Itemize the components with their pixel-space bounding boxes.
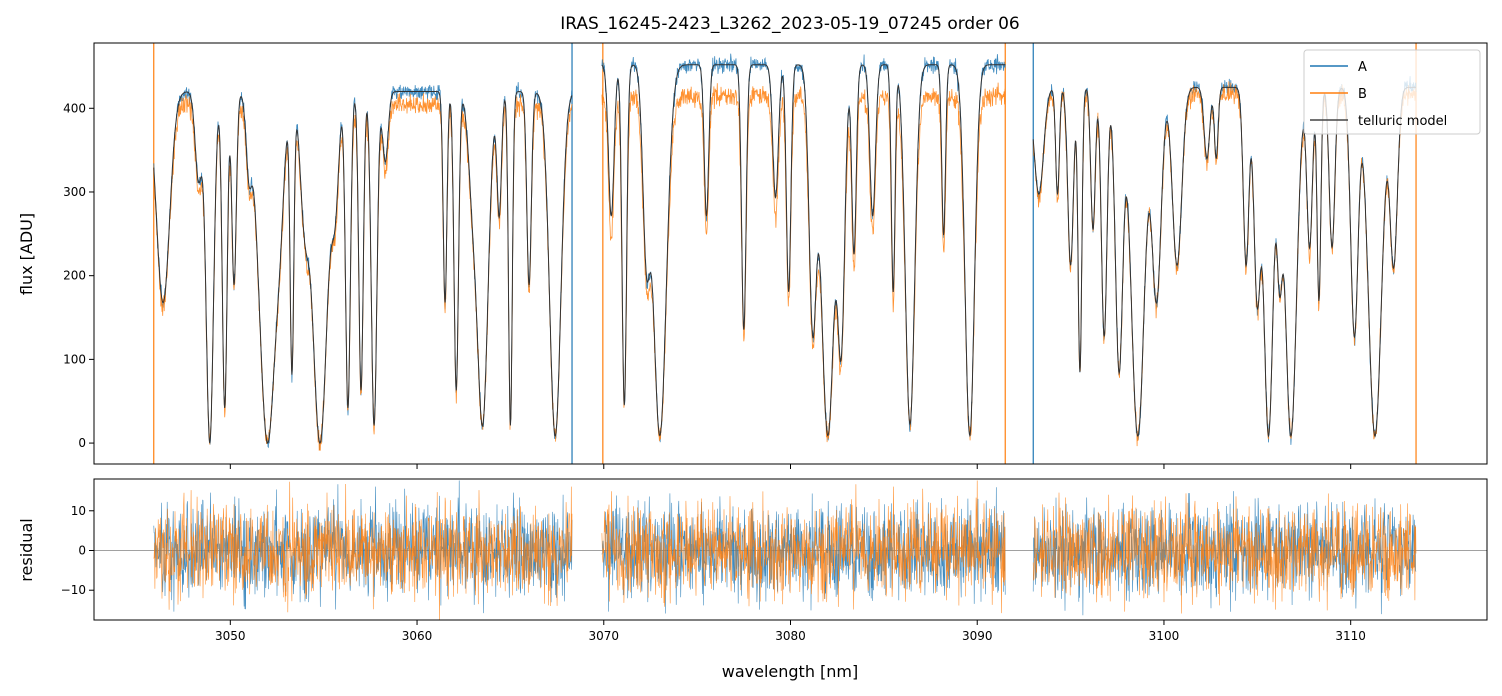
telluric-model-segment-2 xyxy=(1032,86,1416,438)
legend-label-b: B xyxy=(1358,87,1367,102)
residual-x-tick-label: 3100 xyxy=(1149,629,1180,643)
flux-y-tick-label: 100 xyxy=(63,352,86,366)
flux-panel: 0 100 200 300 400 flux [ADU] A B telluric mo… xyxy=(17,42,1488,469)
telluric-model-segment-1 xyxy=(601,64,1006,438)
flux-x-axis xyxy=(229,464,1352,469)
residual-y-tick-label: 0 xyxy=(78,543,86,557)
residual-b-segment-2 xyxy=(1032,492,1417,614)
residual-x-tick-label: 3090 xyxy=(962,629,993,643)
residual-b-segment-0 xyxy=(153,481,573,620)
residual-a-segment-0 xyxy=(153,480,573,614)
residual-x-tick-label: 3050 xyxy=(215,629,246,643)
residual-x-tick-label: 3080 xyxy=(775,629,806,643)
residual-panel: −10 0 10 3050 3060 3070 3080 3090 3100 3110 resi… xyxy=(17,478,1488,681)
legend-frame xyxy=(1303,49,1481,135)
chart-title: IRAS_16245-2423_L3262_2023-05-19_07245 o… xyxy=(560,14,1019,34)
residual-y-axis-label: residual xyxy=(17,518,36,581)
flux-y-tick-label: 300 xyxy=(63,185,86,199)
series-b-segment-1 xyxy=(601,82,1006,443)
legend-label-a: A xyxy=(1358,60,1367,75)
residual-b-segment-1 xyxy=(601,480,1006,614)
residual-x-tick-label: 3070 xyxy=(588,629,619,643)
flux-y-axis: 0 100 200 300 400 xyxy=(63,101,94,450)
telluric-model-segment-0 xyxy=(153,91,573,444)
flux-y-tick-label: 400 xyxy=(63,101,86,115)
residual-y-axis: −10 0 10 xyxy=(61,504,94,597)
residual-x-tick-label: 3110 xyxy=(1335,629,1366,643)
flux-y-tick-label: 0 xyxy=(78,436,86,450)
residual-x-axis: 3050 3060 3070 3080 3090 3100 3110 xyxy=(215,620,1366,643)
x-axis-label: wavelength [nm] xyxy=(722,662,859,681)
residual-x-tick-label: 3060 xyxy=(402,629,433,643)
legend: A B telluric model xyxy=(1303,49,1481,135)
flux-y-tick-label: 200 xyxy=(63,269,86,283)
flux-y-axis-label: flux [ADU] xyxy=(17,213,36,295)
residual-y-tick-label: 10 xyxy=(71,504,86,518)
residual-y-tick-label: −10 xyxy=(61,583,86,597)
legend-label-telluric: telluric model xyxy=(1358,114,1447,129)
residual-plot-area xyxy=(94,480,1487,620)
